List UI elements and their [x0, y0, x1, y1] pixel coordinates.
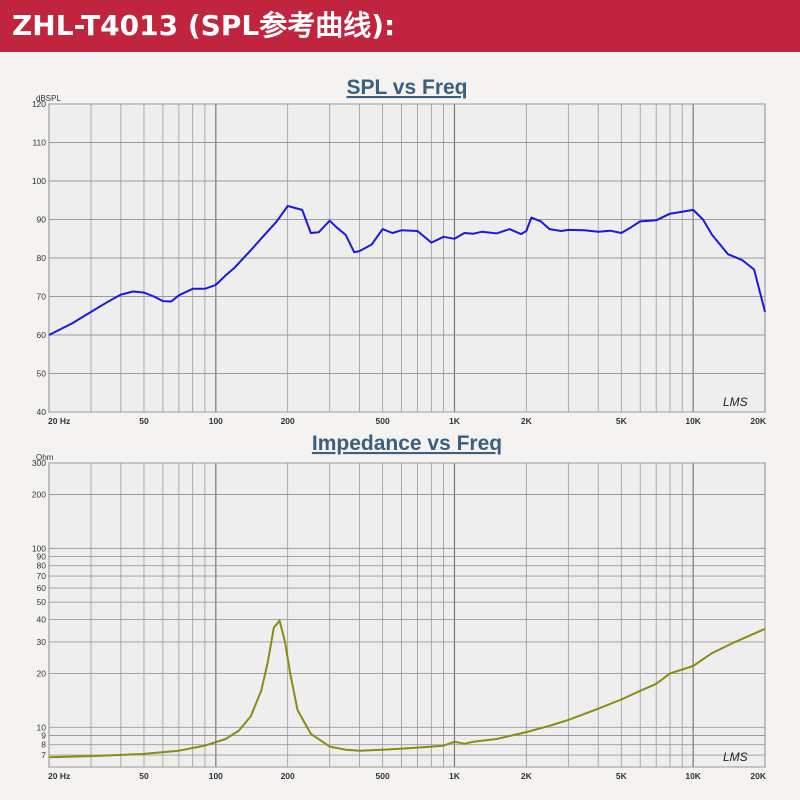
y-tick-label: 60	[37, 330, 47, 340]
page-title: ZHL-T4013 (SPL参考曲线):	[12, 9, 396, 42]
y-tick-label: 100	[32, 543, 46, 553]
y-tick-label: 10	[37, 722, 47, 732]
y-tick-label: 80	[37, 561, 47, 571]
x-tick-label: 50	[139, 416, 149, 426]
y-tick-label: 70	[37, 571, 47, 581]
y-tick-label: 20	[37, 668, 47, 678]
y-tick-label: 200	[32, 490, 46, 500]
x-tick-label: 2K	[521, 416, 533, 426]
x-tick-label: 50	[139, 771, 149, 781]
y-tick-label: 7	[41, 750, 46, 760]
x-tick-label: 10K	[685, 416, 701, 426]
x-tick-label: 100	[209, 416, 223, 426]
x-tick-label: 500	[376, 771, 390, 781]
x-tick-label: 5K	[616, 771, 628, 781]
title-banner: ZHL-T4013 (SPL参考曲线):	[0, 0, 800, 52]
y-tick-label: 50	[37, 369, 47, 379]
y-tick-label: 120	[32, 99, 46, 109]
spl-curve	[48, 205, 766, 336]
lms-watermark: LMS	[723, 395, 748, 409]
x-tick-label: 2K	[521, 771, 533, 781]
y-tick-label: 50	[37, 597, 47, 607]
y-tick-label: 60	[37, 583, 47, 593]
chart-title: SPL vs Freq	[347, 76, 468, 99]
impedance-chart: Impedance vs Freq78910203040506070809010…	[32, 432, 767, 781]
x-tick-label: 20 Hz	[48, 416, 70, 426]
y-tick-label: 80	[37, 253, 47, 263]
y-tick-label: 90	[37, 215, 47, 225]
x-tick-label: 20 Hz	[48, 771, 70, 781]
x-tick-label: 5K	[616, 416, 628, 426]
x-tick-label: 500	[376, 416, 390, 426]
lms-watermark: LMS	[723, 750, 748, 764]
chart-title: Impedance vs Freq	[312, 432, 502, 455]
x-tick-label: 200	[281, 416, 295, 426]
y-tick-label: 40	[37, 407, 47, 417]
y-tick-label: 30	[37, 637, 47, 647]
y-tick-label: 8	[41, 740, 46, 750]
y-tick-label: 40	[37, 615, 47, 625]
y-tick-label: 90	[37, 552, 47, 562]
impedance-curve	[48, 619, 766, 759]
y-axis-label: Ohm	[36, 453, 54, 462]
x-tick-label: 1K	[449, 771, 461, 781]
x-tick-label: 100	[209, 771, 223, 781]
x-tick-label: 10K	[685, 771, 701, 781]
y-tick-label: 70	[37, 292, 47, 302]
x-tick-label: 1K	[449, 416, 461, 426]
y-axis-label: dBSPL	[36, 94, 61, 103]
x-tick-label: 20K	[750, 416, 766, 426]
x-tick-label: 200	[281, 771, 295, 781]
x-tick-label: 20K	[750, 771, 766, 781]
spl-chart: SPL vs Freq 40 50 60 70 80 90 100 110 120 20 Hz 50 1…	[32, 76, 767, 426]
y-tick-label: 110	[32, 138, 46, 148]
y-tick-label: 9	[41, 730, 46, 740]
y-tick-label: 100	[32, 176, 46, 186]
y-tick-label: 300	[32, 458, 46, 468]
plot-area	[48, 462, 766, 768]
